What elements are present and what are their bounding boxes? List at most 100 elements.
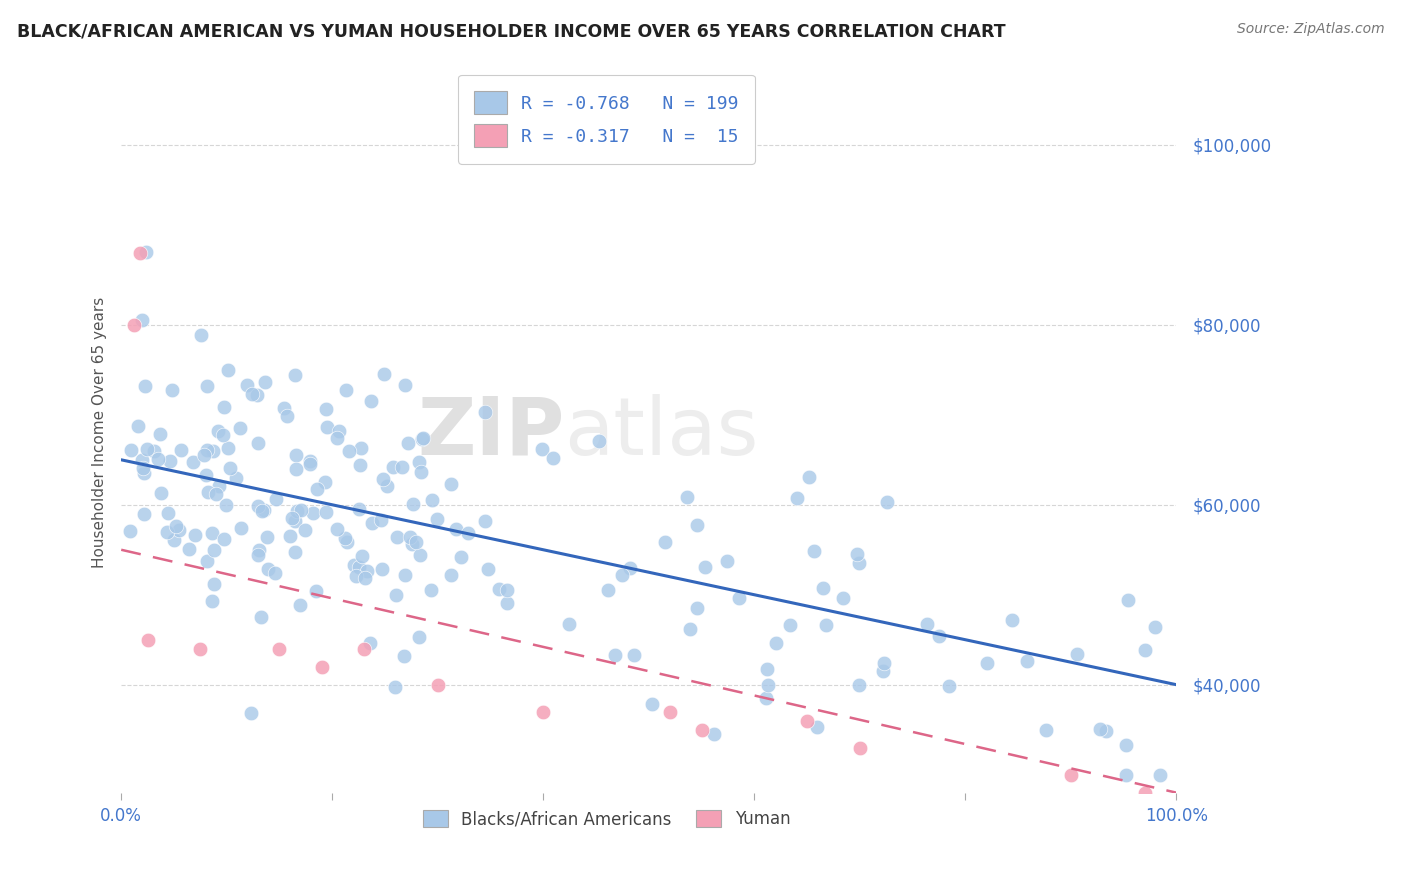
Point — [1115, 767, 1137, 781]
Point — [392, 648, 415, 663]
Point — [242, 387, 264, 401]
Legend: Blacks/African Americans, Yuman: Blacks/African Americans, Yuman — [416, 803, 797, 835]
Point — [156, 525, 179, 540]
Point — [218, 460, 240, 475]
Point — [408, 631, 430, 645]
Point — [1035, 723, 1057, 737]
Point — [797, 470, 820, 484]
Point — [1090, 722, 1112, 736]
Point — [849, 740, 872, 755]
Point — [337, 444, 360, 458]
Point — [120, 524, 142, 539]
Point — [284, 545, 307, 559]
Point — [217, 441, 239, 455]
Point — [405, 534, 427, 549]
Point — [352, 549, 374, 564]
Point — [814, 618, 837, 632]
Point — [208, 479, 231, 493]
Point — [134, 466, 156, 480]
Point — [756, 662, 779, 676]
Point — [311, 659, 333, 673]
Point — [288, 599, 311, 613]
Point — [619, 561, 641, 575]
Point — [1001, 613, 1024, 627]
Point — [181, 455, 204, 469]
Point — [654, 535, 676, 549]
Point — [765, 636, 787, 650]
Point — [131, 312, 153, 326]
Point — [531, 705, 554, 719]
Point — [675, 490, 697, 504]
Point — [276, 409, 298, 424]
Point — [872, 664, 894, 678]
Point — [409, 548, 432, 562]
Point — [1149, 767, 1171, 781]
Point — [596, 583, 619, 598]
Point — [132, 461, 155, 475]
Point — [342, 558, 364, 572]
Point — [796, 714, 818, 728]
Point — [426, 512, 449, 526]
Text: atlas: atlas — [564, 393, 759, 472]
Point — [284, 514, 307, 528]
Point — [398, 530, 420, 544]
Point — [686, 600, 709, 615]
Point — [786, 491, 808, 506]
Point — [426, 678, 449, 692]
Point — [690, 723, 713, 737]
Point — [679, 622, 702, 636]
Point — [159, 453, 181, 467]
Point — [420, 492, 443, 507]
Point — [273, 401, 295, 415]
Point — [915, 617, 938, 632]
Point — [344, 569, 367, 583]
Point — [193, 448, 215, 462]
Point — [179, 542, 201, 557]
Point — [215, 498, 238, 512]
Point — [205, 487, 228, 501]
Point — [1017, 654, 1039, 668]
Point — [384, 680, 406, 694]
Point — [278, 529, 301, 543]
Point — [250, 503, 273, 517]
Point — [658, 705, 681, 719]
Point — [184, 527, 207, 541]
Point — [356, 564, 378, 578]
Point — [373, 368, 395, 382]
Point — [440, 568, 463, 582]
Point — [195, 554, 218, 568]
Point — [280, 511, 302, 525]
Point — [385, 530, 408, 544]
Point — [531, 442, 554, 457]
Point — [284, 368, 307, 383]
Point — [163, 533, 186, 547]
Point — [247, 435, 270, 450]
Point — [194, 468, 217, 483]
Point — [349, 458, 371, 472]
Point — [382, 460, 405, 475]
Y-axis label: Householder Income Over 65 years: Householder Income Over 65 years — [93, 297, 107, 568]
Point — [813, 581, 835, 595]
Point — [225, 470, 247, 484]
Point — [1066, 648, 1088, 662]
Point — [457, 526, 479, 541]
Point — [1135, 643, 1157, 657]
Point — [190, 327, 212, 342]
Point — [197, 484, 219, 499]
Point — [254, 375, 277, 389]
Point — [370, 513, 392, 527]
Point — [1060, 767, 1083, 781]
Point — [146, 452, 169, 467]
Point — [394, 568, 416, 582]
Point — [235, 378, 257, 392]
Point — [848, 556, 870, 570]
Point — [285, 504, 308, 518]
Point — [755, 691, 778, 706]
Point — [411, 432, 433, 446]
Point — [450, 549, 472, 564]
Point — [641, 697, 664, 711]
Point — [1116, 593, 1139, 607]
Point — [353, 641, 375, 656]
Point — [127, 419, 149, 434]
Point — [412, 432, 434, 446]
